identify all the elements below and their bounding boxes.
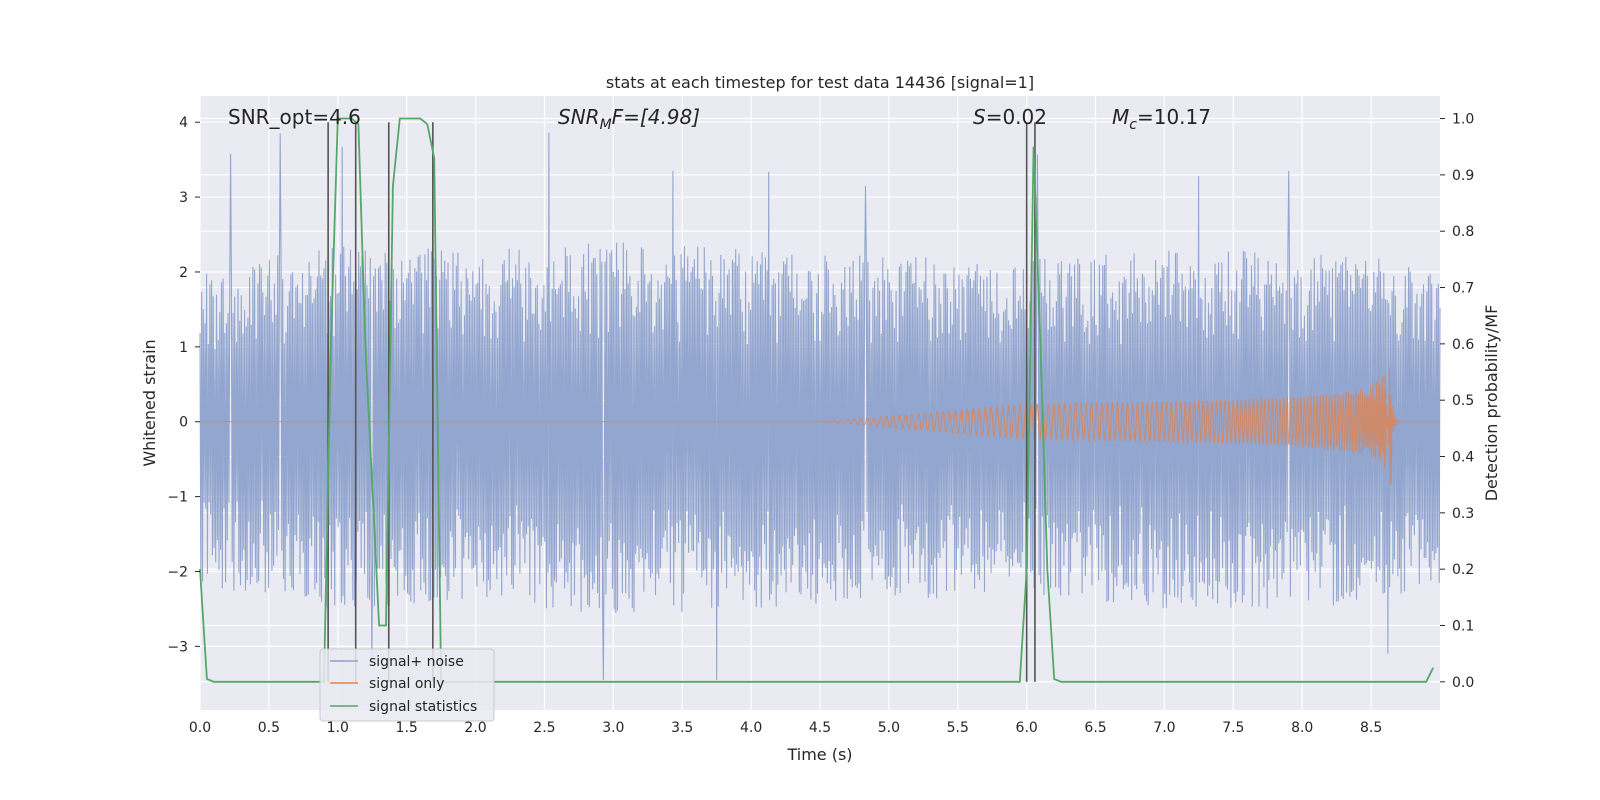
legend-label-stats: signal statistics [369, 699, 477, 715]
annotation-s: S=0.02 [973, 105, 1047, 129]
y-axis-label-right: Detection probability/MF [1482, 305, 1501, 502]
x-tick-label: 4.5 [809, 720, 831, 736]
legend-box [319, 648, 495, 722]
y-tick-label-right: 1.0 [1452, 112, 1474, 128]
x-tick-label: 8.0 [1291, 720, 1313, 736]
y-tick-label-right: 0.2 [1452, 562, 1474, 578]
x-tick-label: 8.5 [1360, 720, 1382, 736]
y-tick-label-left: 0 [179, 415, 188, 431]
y-tick-label-right: 0.8 [1452, 224, 1474, 240]
x-tick-label: 3.5 [671, 720, 693, 736]
y-tick-label-right: 0.1 [1452, 619, 1474, 635]
signal-only-series [200, 367, 1440, 485]
x-tick-label: 4.0 [740, 720, 762, 736]
y-tick-label-right: 0.3 [1452, 506, 1474, 522]
signal-only-line [200, 367, 1440, 485]
y-tick-label-left: −3 [167, 639, 188, 655]
annotation-s-tail: =0.02 [986, 105, 1047, 129]
y-tick-label-left: −2 [167, 564, 188, 580]
y-tick-label-left: 2 [179, 265, 188, 281]
signal-statistics-line [199, 117, 1434, 683]
y-tick-label-right: 0.7 [1452, 281, 1474, 297]
tick-labels: 0.0 0.5 1.0 1.5 2.0 2.5 3.0 3.5 4.0 4.5 5.0 5.5 6.0 6… [167, 112, 1474, 736]
y-tick-label-left: 3 [179, 190, 188, 206]
y-tick-label-right: 0.4 [1452, 450, 1474, 466]
annotation-mc-tail: =10.17 [1137, 105, 1211, 129]
x-tick-label: 6.5 [1084, 720, 1106, 736]
x-tick-label: 7.0 [1153, 720, 1175, 736]
y-tick-label-right: 0.6 [1452, 337, 1474, 353]
x-tick-label: 5.0 [878, 720, 900, 736]
x-tick-label: 5.5 [947, 720, 969, 736]
y-axis-label-left: Whitened strain [140, 339, 159, 466]
y-tick-label-right: 0.9 [1452, 168, 1474, 184]
signal-noise-line [199, 132, 1441, 681]
y-tick-label-left: 4 [179, 115, 188, 131]
annotation-snr-mf: SNRMF=[4.98] [558, 105, 700, 133]
annotation-snr-mf-main: SNR [558, 105, 600, 129]
y-tick-label-right: 0.0 [1452, 675, 1474, 691]
chart-title: stats at each timestep for test data 144… [606, 73, 1034, 92]
x-tick-label: 1.0 [327, 720, 349, 736]
legend-label-signal: signal only [369, 676, 444, 692]
annotation-snr-mf-sub: M [600, 117, 612, 133]
x-tick-label: 2.5 [533, 720, 555, 736]
annotation-mc: Mc=10.17 [1112, 105, 1211, 133]
y-tick-label-left: −1 [167, 490, 188, 506]
legend-label-noise: signal+ noise [369, 654, 464, 670]
legend: signal+ noise signal only signal statist… [319, 648, 495, 722]
x-tick-label: 3.0 [602, 720, 624, 736]
y-tick-label-left: 1 [179, 340, 188, 356]
signal-statistics-series [199, 117, 1434, 683]
annotation-snr-mf-tail: F=[4.98] [612, 105, 700, 129]
annotation-s-main: S [973, 105, 986, 129]
annotation-mc-main: M [1112, 105, 1129, 129]
x-tick-label: 1.5 [396, 720, 418, 736]
x-axis-label: Time (s) [786, 745, 852, 764]
x-tick-label: 2.0 [464, 720, 486, 736]
signal-noise-series [199, 132, 1441, 681]
annotation-mc-sub: c [1129, 117, 1137, 133]
x-tick-label: 0.0 [189, 720, 211, 736]
x-tick-label: 6.0 [1016, 720, 1038, 736]
y-tick-label-right: 0.5 [1452, 393, 1474, 409]
x-tick-label: 7.5 [1222, 720, 1244, 736]
annotation-snr-opt: SNR_opt=4.6 [228, 105, 361, 129]
x-tick-label: 0.5 [258, 720, 280, 736]
